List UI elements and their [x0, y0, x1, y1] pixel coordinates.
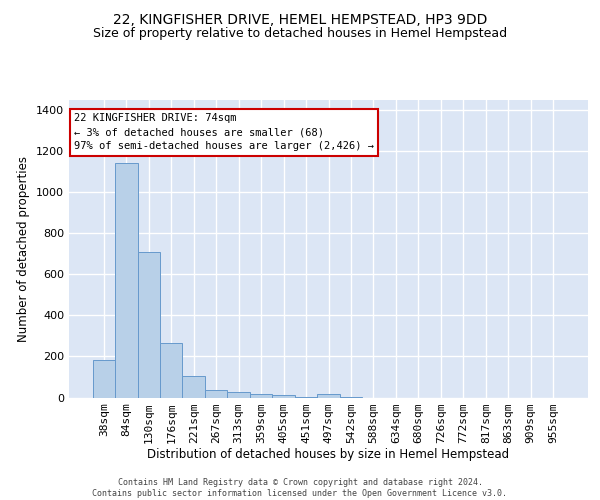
Text: Size of property relative to detached houses in Hemel Hempstead: Size of property relative to detached ho… — [93, 28, 507, 40]
Bar — [160, 343, 182, 398]
Bar — [115, 162, 137, 398]
X-axis label: Distribution of detached houses by size in Hemel Hempstead: Distribution of detached houses by size … — [148, 448, 509, 462]
Bar — [295, 397, 317, 398]
Bar — [250, 394, 272, 398]
Bar — [137, 252, 160, 398]
Text: 22 KINGFISHER DRIVE: 74sqm
← 3% of detached houses are smaller (68)
97% of semi-: 22 KINGFISHER DRIVE: 74sqm ← 3% of detac… — [74, 114, 374, 152]
Bar — [227, 392, 250, 398]
Bar — [340, 397, 362, 398]
Bar — [317, 394, 340, 398]
Y-axis label: Number of detached properties: Number of detached properties — [17, 156, 31, 342]
Bar — [182, 376, 205, 398]
Text: 22, KINGFISHER DRIVE, HEMEL HEMPSTEAD, HP3 9DD: 22, KINGFISHER DRIVE, HEMEL HEMPSTEAD, H… — [113, 12, 487, 26]
Bar — [272, 395, 295, 398]
Text: Contains HM Land Registry data © Crown copyright and database right 2024.
Contai: Contains HM Land Registry data © Crown c… — [92, 478, 508, 498]
Bar — [92, 360, 115, 398]
Bar — [205, 390, 227, 398]
